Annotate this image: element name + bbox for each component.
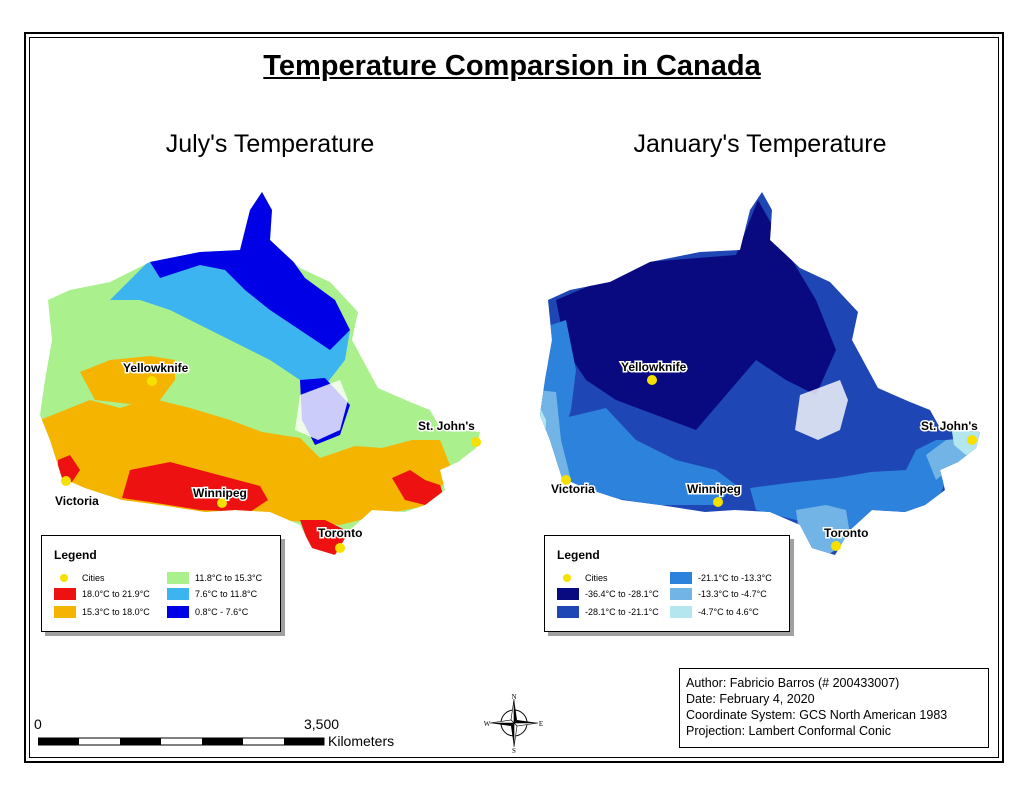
- city-marker-st-johns: [471, 437, 481, 447]
- legend-item-class: -13.3°C to -4.7°C: [670, 588, 767, 600]
- city-symbol-icon: [54, 572, 76, 584]
- city-marker-st-johns: [967, 435, 977, 445]
- city-label-victoria: Victoria: [551, 482, 595, 496]
- legend-item-class: 7.6°C to 11.8°C: [167, 588, 257, 600]
- date-text: Date: February 4, 2020: [686, 692, 815, 706]
- city-marker-toronto: [335, 543, 345, 553]
- city-marker-yellowknife: [647, 375, 657, 385]
- legend-item-cities: Cities: [557, 572, 608, 584]
- legend-item-class: 15.3°C to 18.0°C: [54, 606, 150, 618]
- city-symbol-icon: [557, 572, 579, 584]
- scale-end-label: 3,500: [304, 716, 340, 732]
- legend-swatch: [670, 572, 692, 584]
- legend-title: Legend: [54, 548, 97, 562]
- city-marker-winnipeg: [217, 498, 227, 508]
- legend-item-class: 11.8°C to 15.3°C: [167, 572, 262, 584]
- author-text: Author: Fabricio Barros (# 200433007): [686, 676, 900, 690]
- january-city-markers: [561, 375, 977, 551]
- legend-swatch: [670, 606, 692, 618]
- scale-unit-label: Kilometers: [328, 733, 395, 749]
- map-frame-outer: [24, 32, 1004, 763]
- city-label-yellowknife: Yellowknife: [621, 360, 687, 374]
- legend-item-class: -36.4°C to -28.1°C: [557, 588, 659, 600]
- city-marker-yellowknife: [147, 376, 157, 386]
- legend-item-class: 0.8°C - 7.6°C: [167, 606, 248, 618]
- map-info-box: Author: Fabricio Barros (# 200433007) Da…: [679, 668, 989, 748]
- city-marker-toronto: [831, 541, 841, 551]
- july-legend: Legend Cities 18.0°C to 21.9°C 15.3°C to…: [41, 535, 281, 632]
- legend-item-class: -4.7°C to 4.6°C: [670, 606, 759, 618]
- january-map-title: January's Temperature: [633, 130, 887, 158]
- legend-swatch: [557, 606, 579, 618]
- city-marker-victoria: [561, 475, 571, 485]
- projection-text: Projection: Lambert Conformal Conic: [686, 724, 891, 738]
- coordinate-system-text: Coordinate System: GCS North American 19…: [686, 708, 948, 722]
- legend-swatch: [167, 588, 189, 600]
- legend-title: Legend: [557, 548, 600, 562]
- compass-s: S: [512, 747, 516, 753]
- map-frame-inner: [29, 37, 999, 758]
- legend-swatch: [54, 588, 76, 600]
- legend-item-class: -28.1°C to -21.1°C: [557, 606, 659, 618]
- legend-item-class: 18.0°C to 21.9°C: [54, 588, 150, 600]
- july-temperature-map: Yellowknife St. John's Victoria Winnipeg…: [40, 192, 481, 555]
- city-marker-winnipeg: [713, 497, 723, 507]
- july-city-markers: [61, 376, 481, 553]
- legend-item-cities: Cities: [54, 572, 105, 584]
- legend-swatch: [167, 606, 189, 618]
- page-title: Temperature Comparsion in Canada: [263, 50, 761, 82]
- legend-swatch: [670, 588, 692, 600]
- city-label-yellowknife: Yellowknife: [123, 361, 189, 375]
- legend-swatch: [557, 588, 579, 600]
- scale-start-label: 0: [34, 716, 42, 732]
- scale-bar-graphic: [38, 737, 325, 746]
- january-legend: Legend Cities -36.4°C to -28.1°C -28.1°C…: [544, 535, 790, 632]
- city-marker-victoria: [61, 476, 71, 486]
- january-temperature-zones: [540, 192, 980, 555]
- city-label-st-johns: St. John's: [921, 419, 978, 433]
- city-label-toronto: Toronto: [318, 526, 362, 540]
- city-label-winnipeg: Winnipeg: [193, 486, 247, 500]
- city-label-winnipeg: Winnipeg: [687, 482, 741, 496]
- city-label-victoria: Victoria: [55, 494, 99, 508]
- city-label-st-johns: St. John's: [418, 419, 475, 433]
- compass-e: E: [539, 720, 543, 728]
- july-map-title: July's Temperature: [165, 130, 375, 158]
- legend-item-class: -21.1°C to -13.3°C: [670, 572, 772, 584]
- compass-rose-icon: N S W E: [484, 693, 543, 753]
- january-temperature-map: Yellowknife St. John's Victoria Winnipeg…: [540, 192, 980, 555]
- legend-swatch: [167, 572, 189, 584]
- legend-swatch: [54, 606, 76, 618]
- compass-w: W: [484, 720, 491, 728]
- compass-n: N: [511, 693, 516, 701]
- city-label-toronto: Toronto: [824, 526, 868, 540]
